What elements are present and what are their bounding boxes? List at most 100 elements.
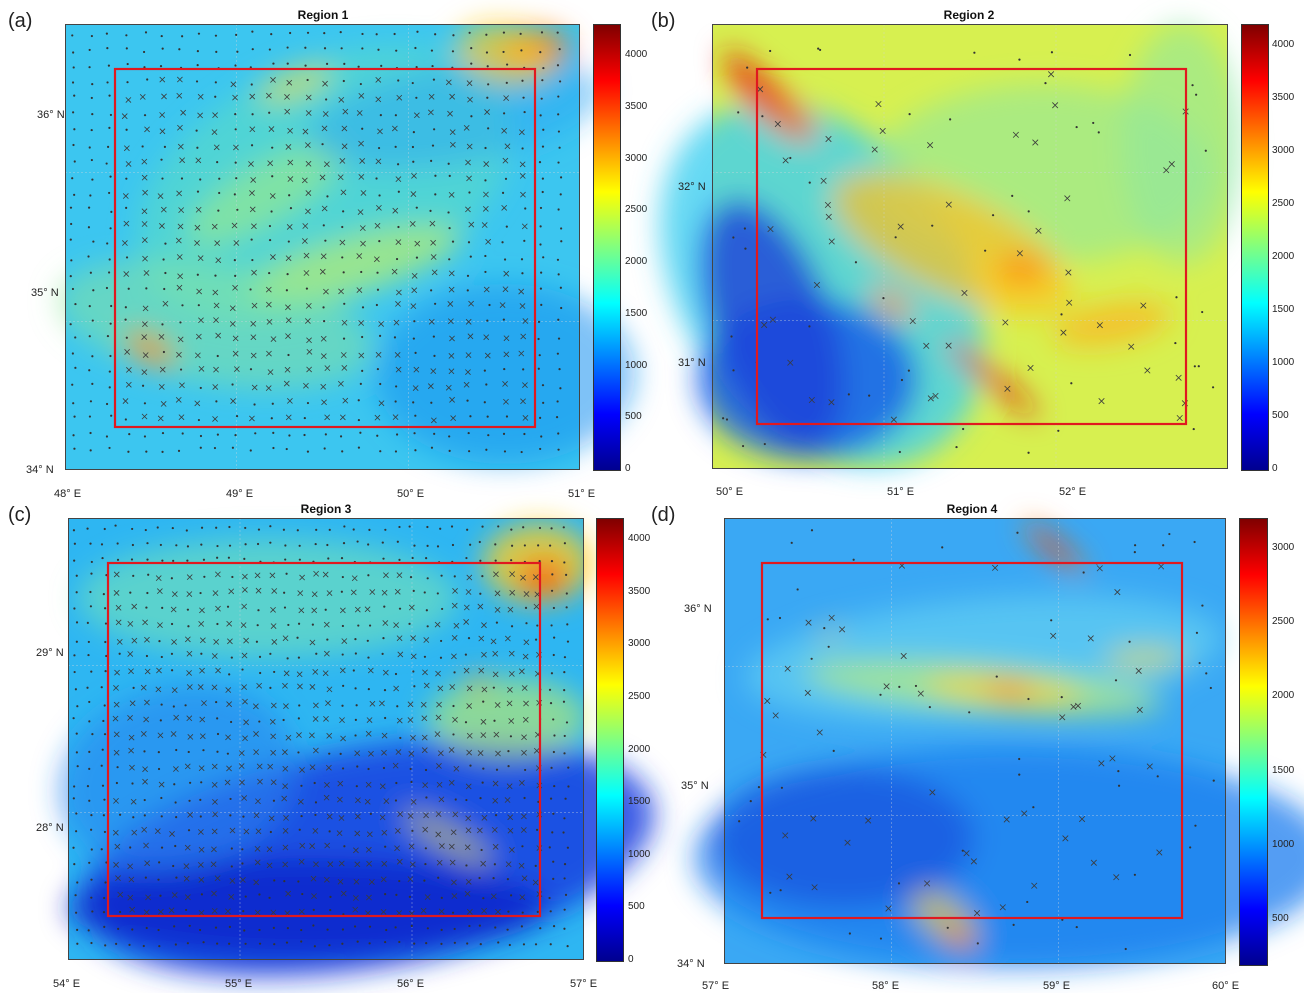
station-cross <box>451 602 458 609</box>
station-cross <box>375 76 382 83</box>
station-cross <box>123 220 130 227</box>
station-dot <box>852 558 855 561</box>
station-dot <box>104 670 107 673</box>
station-cross <box>298 908 305 915</box>
station-cross <box>140 731 147 737</box>
station-cross <box>368 879 375 885</box>
station-dot <box>908 113 911 116</box>
station-dot <box>962 427 965 431</box>
station-cross <box>532 574 539 580</box>
station-dot <box>304 64 307 67</box>
station-dot <box>88 415 92 418</box>
station-cross <box>255 587 262 594</box>
station-dot <box>170 577 173 580</box>
station-cross <box>243 719 249 726</box>
station-dot <box>88 750 91 753</box>
station-cross <box>171 687 178 694</box>
station-dot <box>394 450 398 453</box>
station-dot <box>108 94 111 97</box>
station-dot <box>73 94 76 97</box>
station-dot <box>506 928 509 931</box>
station-dot <box>468 31 471 34</box>
station-cross <box>282 765 289 772</box>
station-dot <box>486 415 489 418</box>
station-dot <box>75 640 78 643</box>
station-dot <box>195 129 198 132</box>
terrain-feature <box>518 560 568 596</box>
station-dot <box>396 540 399 543</box>
station-cross <box>452 811 459 818</box>
station-cross <box>175 237 182 244</box>
station-dot <box>539 243 542 246</box>
station-cross <box>1156 849 1163 856</box>
station-dot <box>555 416 559 419</box>
panel-d-lon-tick: 60° E <box>1212 980 1240 992</box>
station-dot <box>509 735 513 738</box>
station-markers <box>738 529 1215 951</box>
station-dot <box>414 351 417 354</box>
station-dot <box>538 526 542 530</box>
station-markers <box>69 30 563 454</box>
station-dot <box>361 47 364 50</box>
station-cross <box>492 843 499 850</box>
station-dot <box>539 51 542 54</box>
station-dot <box>76 765 79 768</box>
station-cross <box>337 878 344 885</box>
station-cross <box>324 365 331 372</box>
station-cross <box>504 797 511 803</box>
terrain-feature <box>817 627 841 639</box>
station-dot <box>503 258 507 261</box>
station-dot <box>411 81 414 85</box>
station-dot <box>106 145 110 148</box>
station-dot <box>91 355 94 358</box>
station-cross <box>142 619 148 626</box>
station-dot <box>306 450 310 453</box>
station-dot <box>482 897 485 900</box>
station-cross <box>171 591 178 598</box>
station-cross <box>243 828 250 835</box>
station-cross <box>321 125 328 132</box>
station-cross <box>212 112 218 119</box>
station-cross <box>1113 874 1120 881</box>
station-cross <box>229 305 236 312</box>
station-cross <box>394 352 401 358</box>
station-cross <box>267 160 274 167</box>
station-cross <box>518 668 525 675</box>
station-cross <box>128 747 134 754</box>
station-cross <box>508 718 515 724</box>
station-dot <box>286 927 289 930</box>
station-dot <box>214 95 217 98</box>
station-dot <box>116 558 120 561</box>
station-dot <box>76 881 79 884</box>
station-dot <box>323 32 326 35</box>
station-cross <box>365 846 372 853</box>
station-dot <box>1012 923 1015 926</box>
station-cross <box>484 109 490 115</box>
station-dot <box>1060 695 1063 699</box>
station-dot <box>521 147 524 150</box>
station-dot <box>215 700 218 704</box>
station-cross <box>436 859 443 866</box>
station-dot <box>250 83 253 86</box>
station-cross <box>366 831 373 838</box>
station-dot <box>541 190 544 194</box>
station-cross <box>215 605 221 612</box>
station-dot <box>562 700 566 703</box>
station-dot <box>448 449 451 452</box>
station-cross <box>305 94 312 101</box>
station-dot <box>339 752 342 755</box>
station-cross <box>141 237 148 243</box>
station-cross <box>394 845 400 852</box>
station-cross <box>521 813 527 820</box>
station-cross <box>309 764 316 771</box>
station-cross <box>142 255 148 262</box>
station-cross <box>395 301 401 307</box>
station-cross <box>374 414 381 421</box>
station-cross <box>413 366 420 373</box>
station-cross <box>126 366 132 373</box>
station-cross <box>197 93 204 100</box>
station-dot <box>90 814 93 817</box>
station-dot <box>69 323 72 326</box>
station-cross <box>266 319 273 325</box>
station-dot <box>343 302 346 305</box>
